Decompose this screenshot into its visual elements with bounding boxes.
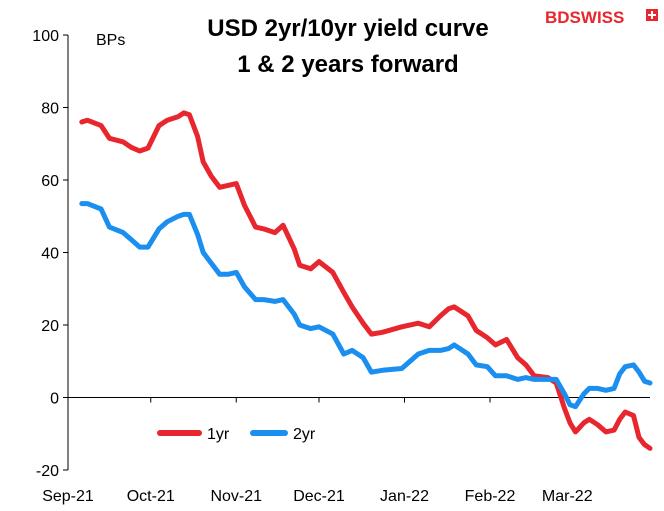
- y-tick-label-5: 80: [41, 101, 59, 118]
- legend-label-2yr: 2yr: [293, 426, 316, 443]
- bdswiss-logo: BDSWISS: [545, 8, 658, 27]
- x-tick-label-6: Mar-22: [542, 488, 593, 505]
- y-axis-ticks: -20 0 20 40 60 80 100: [32, 28, 68, 480]
- x-tick-label-5: Feb-22: [465, 488, 516, 505]
- y-tick-label-4: 60: [41, 173, 59, 190]
- x-tick-label-1: Oct-21: [127, 488, 175, 505]
- x-tick-label-3: Dec-21: [293, 488, 345, 505]
- logo-cross-icon: [646, 9, 658, 21]
- x-tick-label-4: Jan-22: [380, 488, 429, 505]
- legend: 1yr 2yr: [157, 426, 316, 443]
- legend-label-1yr: 1yr: [207, 426, 230, 443]
- y-tick-label-1: 0: [50, 391, 59, 408]
- y-tick-label-6: 100: [32, 28, 59, 45]
- x-axis-ticks: Sep-21 Oct-21 Nov-21 Dec-21 Jan-22 Feb-22 Mar-…: [42, 397, 593, 505]
- series-line-2yr: [79, 201, 653, 410]
- x-tick-label-2: Nov-21: [210, 488, 262, 505]
- unit-label: BPs: [96, 32, 125, 49]
- x-tick-label-0: Sep-21: [42, 488, 94, 505]
- chart-title-line-1: USD 2yr/10yr yield curve: [207, 15, 489, 42]
- y-tick-label-3: 40: [41, 246, 59, 263]
- chart-title-line-2: 1 & 2 years forward: [237, 51, 458, 78]
- series-layer: [79, 110, 653, 451]
- logo-text: BDSWISS: [545, 8, 624, 27]
- y-tick-label-2: 20: [41, 318, 59, 335]
- series-line-1yr: [79, 110, 653, 451]
- y-tick-label-0: -20: [36, 463, 59, 480]
